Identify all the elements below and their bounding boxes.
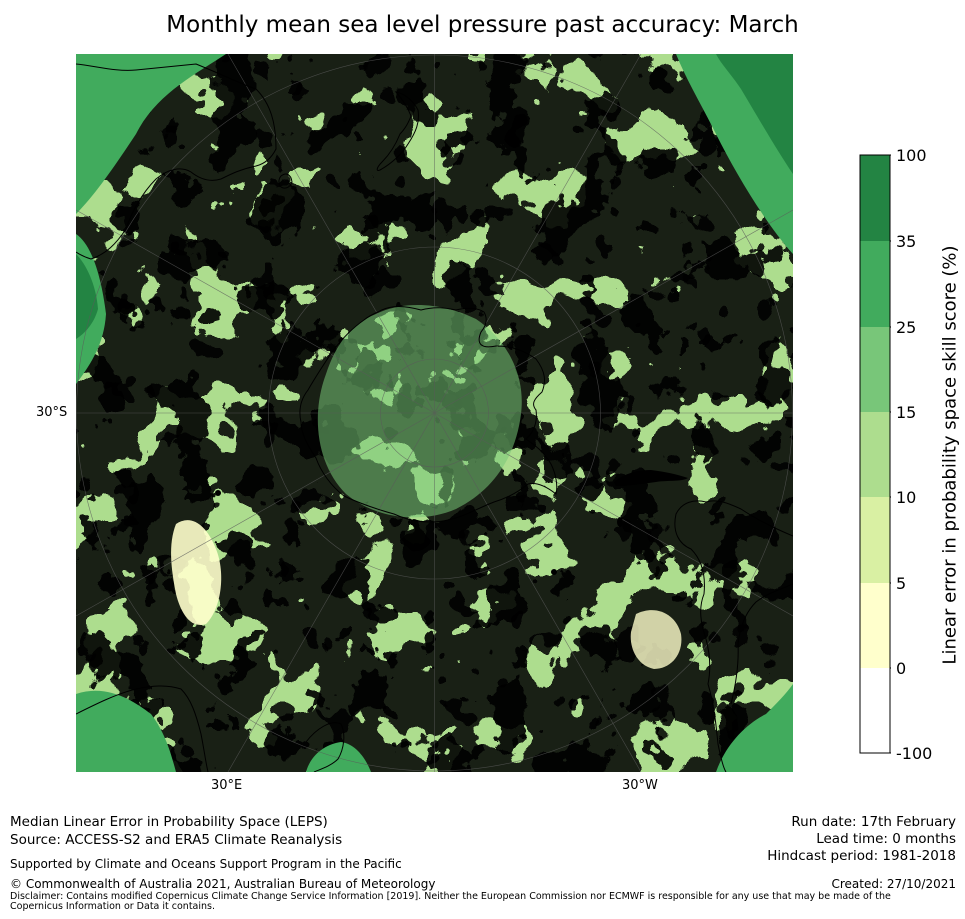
field-darkest-left [76, 254, 98, 339]
colorbar-band-10-15 [860, 412, 890, 497]
footer-created: Created: 27/10/2021 [831, 877, 956, 891]
meridian-150 [227, 54, 642, 772]
coast-south-america-east [730, 583, 793, 705]
footer-run-date: Run date: 17th February [791, 814, 956, 830]
colorbar-band-35-100 [860, 155, 890, 241]
colorbar-band-25-35 [860, 241, 890, 327]
field-pale-atlantic [630, 610, 682, 669]
colorbar-band-5-10 [860, 497, 890, 583]
field-mid-antarctica [317, 304, 522, 518]
coast-australia [76, 63, 277, 260]
island-south-georgia [551, 569, 557, 575]
coast-south-america [674, 500, 793, 772]
footer-copyright: © Commonwealth of Australia 2021, Austra… [10, 877, 436, 891]
coastlines [76, 63, 793, 772]
colorbar-title: Linear error in probability space skill … [939, 245, 961, 665]
field-dark-bottomright [716, 684, 793, 772]
footer-support: Supported by Climate and Oceans Support … [10, 857, 402, 871]
field-pale-indian [171, 520, 222, 625]
colorbar-label-25: 25 [896, 318, 917, 337]
colorbar-label-neg100: -100 [896, 744, 933, 763]
colorbar-label-35: 35 [896, 232, 917, 251]
coast-tasmania [278, 173, 293, 189]
colorbar-band-neg100-0 [860, 668, 890, 753]
lon-label-30w: 30°W [622, 778, 658, 793]
coast-madagascar [305, 722, 345, 772]
field-darkest-topright [716, 54, 793, 174]
island-falklands [617, 517, 623, 527]
page-title: Monthly mean sea level pressure past acc… [166, 12, 799, 38]
footer-source: Source: ACCESS-S2 and ERA5 Climate Reana… [10, 832, 343, 848]
colorbar-label-10: 10 [896, 488, 917, 507]
graticule [76, 54, 793, 772]
footer-lead-time: Lead time: 0 months [816, 831, 956, 847]
field-dark-bottomleft [76, 690, 176, 772]
lon-label-30e: 30°E [211, 778, 243, 793]
island-tierra-del-fuego [614, 470, 688, 486]
footer-method: Median Linear Error in Probability Space… [10, 814, 328, 830]
colorbar-label-5: 5 [896, 574, 907, 593]
colorbar-label-15: 15 [896, 403, 917, 422]
islands [215, 470, 688, 575]
polar-skill-map [76, 54, 793, 772]
footer-hindcast: Hindcast period: 1981-2018 [767, 848, 956, 864]
lat-label-30s: 30°S [36, 405, 68, 420]
colorbar-band-0-5 [860, 583, 890, 668]
colorbar-frame [859, 154, 891, 754]
island-kerguelen [215, 490, 221, 496]
colorbar-label-100: 100 [896, 146, 927, 165]
coast-antarctica [299, 306, 558, 523]
field-dark-bottommid [306, 742, 371, 772]
coast-new-zealand [376, 91, 419, 171]
field-dark-topleft [76, 54, 226, 214]
coast-africa [76, 685, 209, 772]
colorbar-label-0: 0 [896, 659, 907, 678]
colorbar [859, 154, 891, 754]
footer-disclaimer: Disclaimer: Contains modified Copernicus… [10, 891, 891, 912]
colorbar-band-15-25 [860, 327, 890, 412]
